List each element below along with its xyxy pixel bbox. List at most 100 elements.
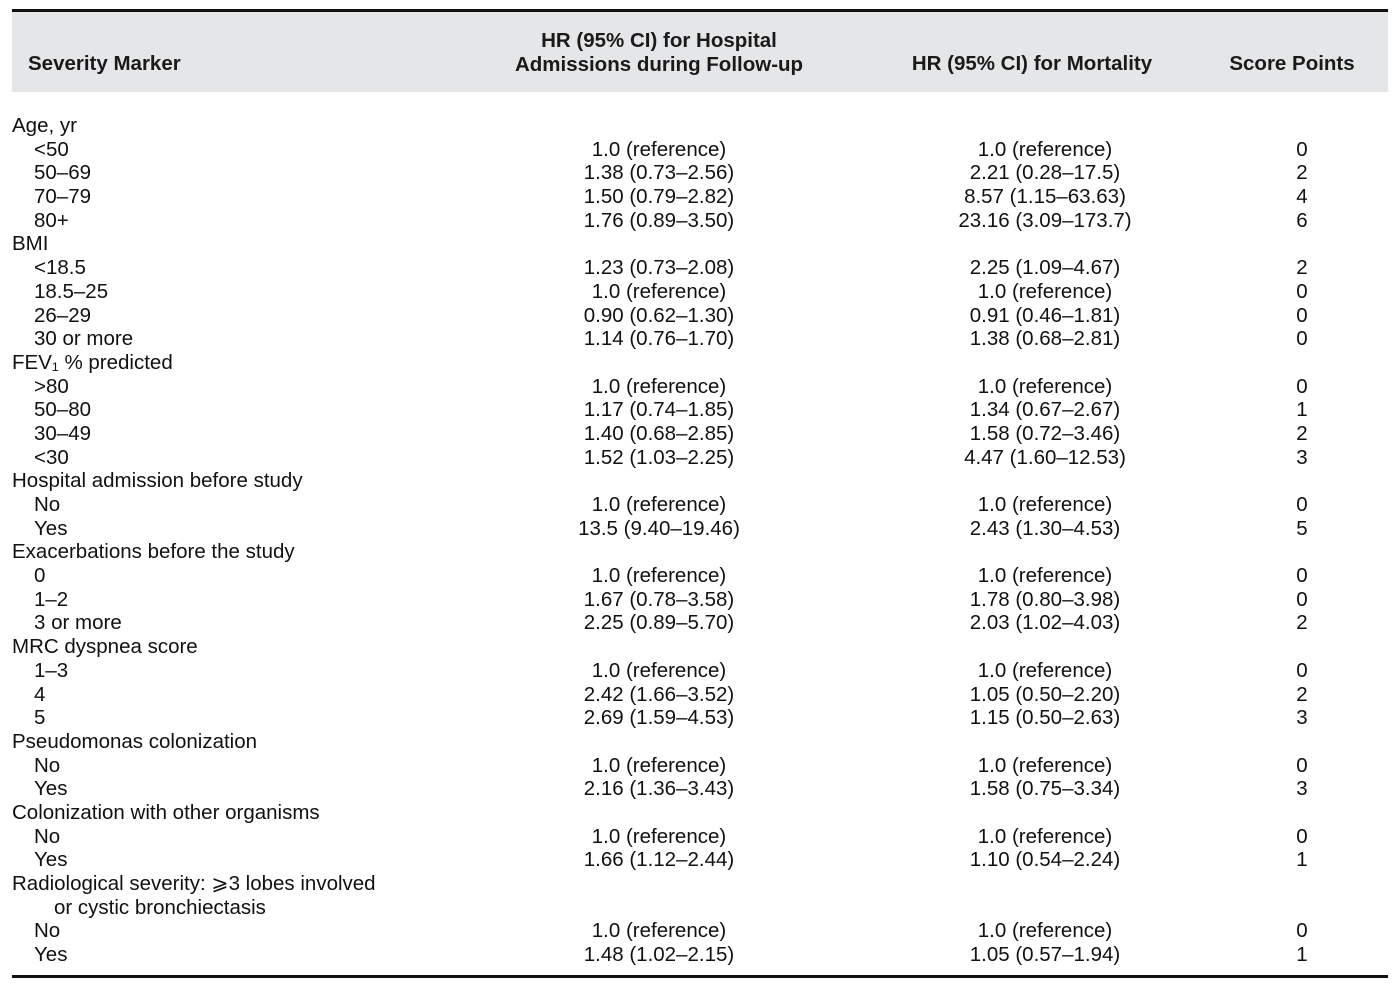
hr-mortality-cell: 1.58 (0.75–3.34) [969,777,1121,801]
table-row: <50 1.0 (reference) 1.0 (reference) 0 [12,138,1388,162]
row-label: Age, yr [12,114,77,137]
table-row: 26–29 0.90 (0.62–1.30) 0.91 (0.46–1.81) 0 [12,304,1388,328]
row-label: No [34,919,61,943]
row-label: 30 or more [34,327,134,351]
hr-admissions-cell: 1.52 (1.03–2.25) [583,445,735,469]
score-points-cell: 0 [1296,824,1308,848]
hr-mortality-cell: 1.05 (0.50–2.20) [969,682,1121,706]
hr-mortality-cell: 1.0 (reference) [977,824,1113,848]
table-row: 3 or more 2.25 (0.89–5.70) 2.03 (1.02–4.03… [12,611,1388,635]
score-points-cell: 1 [1296,398,1308,422]
score-points-cell: 2 [1296,682,1308,706]
score-points-cell: 0 [1296,327,1308,351]
row-label: 80+ [34,208,69,232]
table-row: No 1.0 (reference) 1.0 (reference) 0 [12,919,1388,943]
table-header [12,12,1388,92]
hr-mortality-cell: 2.03 (1.02–4.03) [969,611,1121,635]
hr-admissions-cell: 1.0 (reference) [591,824,727,848]
table-body: Age, yr <50 1.0 (reference) 1.0 (reference)… [12,114,1388,967]
row-label: No [34,824,61,848]
category-row: MRC dyspnea score [12,635,1388,659]
score-points-cell: 6 [1296,208,1308,232]
hr-mortality-cell: 2.25 (1.09–4.67) [969,256,1121,280]
score-points-cell: 0 [1296,303,1308,327]
hr-admissions-cell: 1.0 (reference) [591,753,727,777]
table-row: 1–2 1.67 (0.78–3.58) 1.78 (0.80–3.98) 0 [12,588,1388,612]
header-hr-admissions: HR (95% CI) for Hospital Admissions duri… [482,29,836,77]
row-label: Pseudomonas colonization [12,729,258,753]
table-row: 50–69 1.38 (0.73–2.56) 2.21 (0.28–17.5) 2 [12,161,1388,185]
score-points-cell: 0 [1296,493,1308,516]
score-points-cell: 2 [1296,421,1308,445]
score-points-cell: 1 [1296,943,1308,967]
hr-mortality-cell: 8.57 (1.15–63.63) [964,185,1126,209]
table-row: No 1.0 (reference) 1.0 (reference) 0 [12,493,1388,517]
row-label: 5 [34,706,46,730]
table-row: <18.5 1.23 (0.73–2.08) 2.25 (1.09–4.67) 2 [12,256,1388,280]
score-points-cell: 0 [1296,587,1308,611]
score-points-cell: 2 [1296,256,1308,280]
score-points-cell: 0 [1296,279,1308,303]
category-row-continued: or cystic bronchiectasis [12,896,1388,920]
hr-mortality-cell: 1.58 (0.72–3.46) [969,421,1121,445]
hr-mortality-cell: 1.15 (0.50–2.63) [969,706,1121,730]
category-row: Colonization with other organisms [12,801,1388,825]
score-points-cell: 1 [1296,848,1308,872]
hr-admissions-cell: 0.90 (0.62–1.30) [583,303,735,327]
row-label: 1–3 [34,658,69,682]
hr-mortality-cell: 0.91 (0.46–1.81) [969,303,1121,327]
hr-mortality-cell: 23.16 (3.09–173.7) [958,208,1132,232]
row-label: 4 [34,682,46,706]
row-label: 50–80 [34,398,92,422]
hr-admissions-cell: 2.25 (0.89–5.70) [583,611,735,635]
score-points-cell: 0 [1296,564,1308,588]
hr-admissions-cell: 1.50 (0.79–2.82) [583,185,735,209]
table-row: Yes 2.16 (1.36–3.43) 1.58 (0.75–3.34) 3 [12,777,1388,801]
hr-admissions-cell: 1.17 (0.74–1.85) [583,398,735,422]
table-row: 18.5–25 1.0 (reference) 1.0 (reference) 0 [12,280,1388,304]
row-label: 18.5–25 [34,279,109,303]
hr-admissions-cell: 1.38 (0.73–2.56) [583,161,735,185]
table-row: Yes 1.66 (1.12–2.44) 1.10 (0.54–2.24) 1 [12,848,1388,872]
table-row: 70–79 1.50 (0.79–2.82) 8.57 (1.15–63.63) 4 [12,185,1388,209]
row-label: <50 [34,137,69,161]
score-points-cell: 2 [1296,161,1308,185]
header-score-points: Score Points [1229,52,1355,75]
row-label: Hospital admission before study [12,469,303,493]
hr-mortality-cell: 1.0 (reference) [977,753,1113,777]
category-row: Pseudomonas colonization [12,730,1388,754]
table-row: <30 1.52 (1.03–2.25) 4.47 (1.60–12.53) 3 [12,446,1388,470]
table-row: 30 or more 1.14 (0.76–1.70) 1.38 (0.68–2.8… [12,327,1388,351]
row-label: or cystic bronchiectasis [54,895,266,919]
score-points-cell: 3 [1296,445,1308,469]
hr-admissions-cell: 1.0 (reference) [591,493,727,516]
hr-admissions-cell: 1.0 (reference) [591,919,727,943]
table-row: 0 1.0 (reference) 1.0 (reference) 0 [12,564,1388,588]
row-label: Yes [34,848,68,872]
table-row: Yes 1.48 (1.02–2.15) 1.05 (0.57–1.94) 1 [12,943,1388,967]
header-severity-marker: Severity Marker [28,52,181,75]
category-row: Exacerbations before the study [12,540,1388,564]
score-points-cell: 0 [1296,919,1308,943]
hr-mortality-cell: 1.0 (reference) [977,564,1113,588]
header-hr-admissions-line1: HR (95% CI) for Hospital [541,29,777,52]
table-row: 80+ 1.76 (0.89–3.50) 23.16 (3.09–173.7) 6 [12,209,1388,233]
hr-admissions-cell: 1.23 (0.73–2.08) [583,256,735,280]
hr-admissions-cell: 1.76 (0.89–3.50) [583,208,735,232]
table-row: Yes 13.5 (9.40–19.46) 2.43 (1.30–4.53) 5 [12,517,1388,541]
category-row: Hospital admission before study [12,469,1388,493]
row-label: 70–79 [34,185,92,209]
severity-score-table: Severity Marker HR (95% CI) for Hospital… [12,0,1388,988]
hr-mortality-cell: 1.0 (reference) [977,493,1113,516]
table-top-rule [12,9,1388,12]
row-label: 50–69 [34,161,92,185]
score-points-cell: 0 [1296,374,1308,398]
table-row: 5 2.69 (1.59–4.53) 1.15 (0.50–2.63) 3 [12,706,1388,730]
row-label: No [34,753,61,777]
hr-mortality-cell: 4.47 (1.60–12.53) [964,445,1126,469]
row-label: Yes [34,516,68,540]
category-row: FEV₁ % predicted [12,351,1388,375]
hr-admissions-cell: 1.0 (reference) [591,374,727,398]
row-label: No [34,493,61,516]
hr-admissions-cell: 1.0 (reference) [591,564,727,588]
